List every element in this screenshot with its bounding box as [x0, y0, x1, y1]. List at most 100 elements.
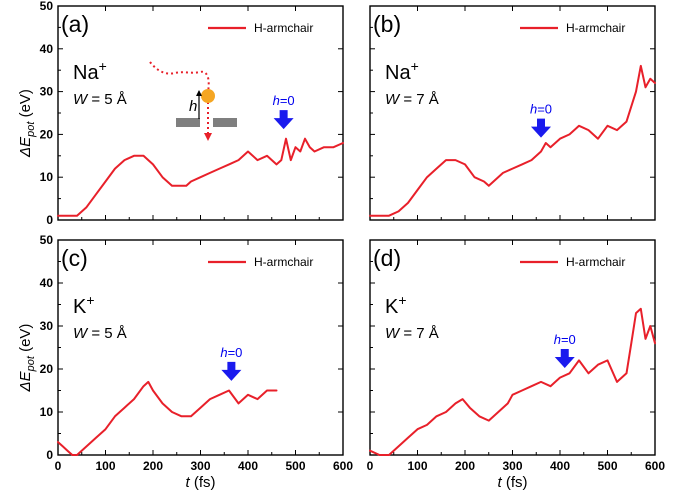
ion-charge: + [398, 292, 406, 308]
y-tick-label: 10 [40, 170, 54, 184]
width-label: W = 7 Å [385, 325, 439, 342]
h-zero-arrow [221, 361, 242, 381]
y-tick-label: 20 [40, 127, 54, 141]
y-axis-label-unit: (eV) [17, 89, 34, 122]
legend-label: H-armchair [566, 255, 625, 269]
ion-label: Na+ [385, 58, 419, 84]
h-zero-label: h=0 [530, 102, 552, 117]
x-tick-label: 500 [597, 459, 617, 473]
series-line [369, 307, 656, 456]
x-tick-label: 400 [550, 459, 570, 473]
x-tick-label: 300 [190, 459, 210, 473]
h-zero-var: h [530, 102, 537, 117]
trajectory-arrowhead [204, 133, 212, 141]
panel-label: (a) [61, 11, 89, 37]
y-tick-label: 0 [46, 213, 53, 227]
y-axis-label-main: ΔE [17, 136, 34, 158]
h-zero-arrow [554, 349, 575, 368]
y-tick-label: 10 [40, 405, 54, 419]
h-zero-label: h=0 [220, 345, 242, 360]
panel-b: (b) Na+ W = 7 Å H-armchair h=0 [369, 5, 656, 221]
y-tick-label: 20 [40, 362, 54, 376]
graphene-left [176, 118, 200, 127]
h-zero-value: =0 [228, 345, 243, 360]
h-zero-label: h=0 [273, 93, 295, 108]
y-tick-label: 0 [46, 448, 53, 462]
height-label: h [189, 98, 197, 115]
x-tick-label: 100 [95, 459, 115, 473]
panel-label: (c) [61, 245, 88, 271]
y-tick-label: 40 [40, 42, 54, 56]
x-axis-label-var: t [186, 474, 191, 491]
x-tick-label: 200 [143, 459, 163, 473]
h-zero-arrow [531, 118, 551, 138]
plot-frame [369, 239, 656, 456]
width-var: W [73, 91, 89, 108]
width-value: = 7 Å [399, 325, 439, 342]
y-axis-label: ΔEpot (eV) [17, 324, 37, 393]
y-tick-label: 40 [40, 276, 54, 290]
ion-charge: + [86, 292, 94, 308]
plot-frame [57, 239, 344, 456]
x-tick-label: 500 [285, 459, 305, 473]
y-axis-label-main: ΔE [17, 370, 34, 392]
x-tick-label: 200 [455, 459, 475, 473]
width-value: = 7 Å [399, 91, 439, 108]
ion-label: Na+ [73, 58, 107, 84]
x-axis-label-unit: (fs) [190, 474, 216, 491]
y-tick-label: 50 [40, 0, 54, 13]
h-zero-arrow [273, 110, 294, 130]
y-axis-label: ΔEpot (eV) [17, 89, 37, 158]
x-tick-label: 100 [407, 459, 427, 473]
width-var: W [385, 91, 401, 108]
x-tick-label: 400 [238, 459, 258, 473]
panel-a: 0 10 20 30 40 50 ΔEpot (eV) (a) Na+ W = 5 Å H-armc… [17, 0, 344, 227]
ion-symbol: Na [73, 62, 99, 84]
h-zero-value: =0 [537, 102, 552, 117]
ion-charge: + [99, 58, 107, 74]
panel-label: (b) [373, 11, 401, 37]
width-var: W [73, 325, 89, 342]
panel-c: 0 100 200 300 400 500 600 0 10 20 30 40 50 ΔEpot (eV)… [17, 233, 353, 491]
panel-label: (d) [373, 245, 401, 271]
h-zero-var: h [220, 345, 227, 360]
panel-d: 0 100 200 300 400 500 600 t (fs) (d) K+ W = 7 Å H-a… [367, 239, 665, 491]
width-label: W = 5 Å [73, 91, 127, 108]
width-value: = 5 Å [87, 325, 127, 342]
graphene-right [213, 118, 237, 127]
h-zero-value: =0 [280, 93, 295, 108]
height-arrowhead [196, 90, 202, 96]
ion-label: K+ [385, 292, 407, 318]
series-line [369, 64, 656, 217]
x-tick-label: 600 [645, 459, 665, 473]
y-tick-label: 30 [40, 319, 54, 333]
x-axis-label-unit: (fs) [502, 474, 528, 491]
y-tick-label: 30 [40, 85, 54, 99]
ion-symbol: Na [385, 62, 411, 84]
inset-schematic: h [149, 61, 237, 141]
h-zero-var: h [554, 332, 561, 347]
width-var: W [385, 325, 401, 342]
ion-charge: + [411, 58, 419, 74]
x-tick-label: 600 [333, 459, 353, 473]
y-axis-label-sub: pot [25, 121, 37, 138]
series-line [57, 137, 344, 217]
x-axis-label: t (fs) [498, 474, 528, 491]
legend-label: H-armchair [254, 21, 313, 35]
legend-label: H-armchair [254, 255, 313, 269]
ion-sphere [201, 89, 215, 103]
x-tick-label: 300 [502, 459, 522, 473]
ion-trajectory-path [149, 61, 210, 93]
h-zero-var: h [273, 93, 280, 108]
x-tick-label: 0 [367, 459, 374, 473]
ion-symbol: K [385, 296, 399, 318]
plot-frame [369, 5, 656, 221]
h-zero-label: h=0 [554, 332, 576, 347]
x-axis-label: t (fs) [186, 474, 216, 491]
x-tick-label: 0 [55, 459, 62, 473]
ion-symbol: K [73, 296, 87, 318]
ion-label: K+ [73, 292, 95, 318]
width-label: W = 7 Å [385, 91, 439, 108]
h-zero-value: =0 [561, 332, 576, 347]
